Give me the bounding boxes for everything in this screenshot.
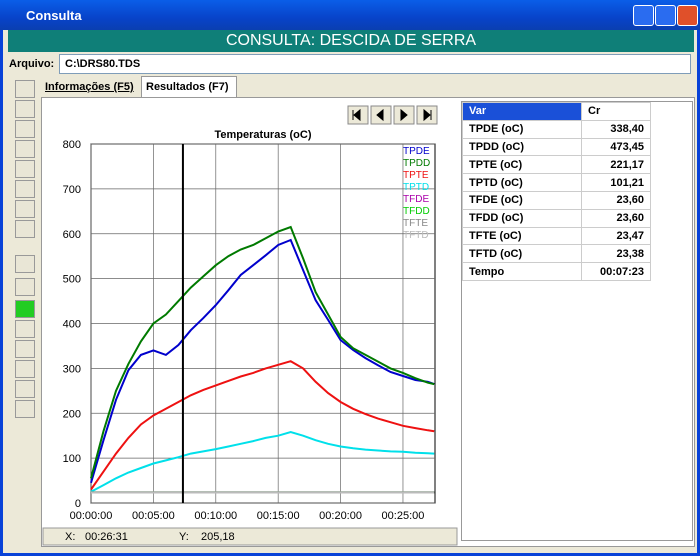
- tool-button[interactable]: [15, 200, 35, 218]
- x-tick-label: 00:15:00: [257, 510, 300, 522]
- table-row: TFDD (oC) 23,60: [462, 208, 651, 228]
- nav-icons: [352, 108, 432, 122]
- chart-title: Temperaturas (oC): [215, 129, 312, 141]
- tool-button[interactable]: [15, 120, 35, 138]
- tool-button[interactable]: [15, 380, 35, 398]
- table-cell: 23,60: [581, 190, 651, 210]
- close-button[interactable]: [677, 5, 698, 26]
- legend-entry: TFDD: [403, 206, 430, 217]
- minimize-button[interactable]: [633, 5, 654, 26]
- tool-button[interactable]: [15, 100, 35, 118]
- table-cell: 101,21: [581, 173, 651, 192]
- file-input[interactable]: C:\DRS80.TDS: [59, 54, 691, 74]
- table-row: TFDE (oC) 23,60: [462, 190, 651, 210]
- title-bar: Consulta: [0, 0, 700, 30]
- table-cell: TPTD (oC): [462, 173, 582, 192]
- table-row: Tempo 00:07:23: [462, 262, 651, 281]
- table-cell: TPDE (oC): [462, 119, 582, 139]
- table-row: TFTE (oC) 23,47: [462, 226, 651, 246]
- y-tick-label: 700: [63, 184, 81, 196]
- tool-button[interactable]: [15, 400, 35, 418]
- tool-button[interactable]: [15, 80, 35, 98]
- table-row: TFTD (oC) 23,38: [462, 244, 651, 264]
- x-tick-label: 00:10:00: [194, 510, 237, 522]
- y-tick-label: 800: [63, 139, 81, 151]
- table-cell: 473,45: [581, 137, 651, 157]
- series-line: [90, 431, 435, 493]
- table-row: TPDD (oC) 473,45: [462, 137, 651, 157]
- tool-button[interactable]: [15, 160, 35, 178]
- chart: Temperaturas (oC) X: 00:26:31 Y: 205,18 …: [42, 105, 458, 546]
- status-y-value: 205,18: [201, 531, 235, 543]
- y-tick-label: 100: [63, 453, 81, 465]
- y-tick-label: 400: [63, 319, 81, 331]
- table-cell: 00:07:23: [581, 262, 651, 281]
- y-tick-label: 200: [63, 408, 81, 420]
- y-tick-label: 500: [63, 274, 81, 286]
- table-cell: 23,47: [581, 226, 651, 246]
- series-line: [90, 225, 435, 479]
- legend-entry: TPTE: [403, 170, 429, 181]
- tool-button[interactable]: [15, 278, 35, 296]
- table-cell: 338,40: [581, 119, 651, 139]
- table-row: TPTD (oC) 101,21: [462, 173, 651, 192]
- tool-button[interactable]: [15, 340, 35, 358]
- table-cell: TFTE (oC): [462, 226, 582, 246]
- tool-button[interactable]: [15, 300, 35, 318]
- y-tick-label: 0: [75, 498, 81, 510]
- tab[interactable]: Informações (F5): [45, 81, 134, 93]
- table-cell: Tempo: [462, 262, 582, 281]
- legend-entry: TFDE: [403, 194, 429, 205]
- table-cell: 23,38: [581, 244, 651, 264]
- file-label: Arquivo:: [9, 58, 55, 70]
- tab-active[interactable]: Resultados (F7): [141, 76, 237, 97]
- x-tick-label: 00:00:00: [70, 510, 113, 522]
- table-panel: Var Cr TPDE (oC) 338,40 TPDD (oC) 473,45 TPTE …: [461, 101, 693, 541]
- legend-entry: TPDD: [403, 158, 430, 169]
- table-row: Var Cr: [462, 102, 651, 121]
- x-tick-label: 00:05:00: [132, 510, 175, 522]
- header-cell: Cr: [581, 102, 651, 121]
- table-cell: TFDE (oC): [462, 190, 582, 210]
- series-line: [90, 238, 435, 484]
- table-cell: 221,17: [581, 155, 651, 175]
- table-cell: TFTD (oC): [462, 244, 582, 264]
- table-cell: TPTE (oC): [462, 155, 582, 175]
- legend-entry: TPTD: [403, 182, 429, 193]
- x-tick-label: 00:20:00: [319, 510, 362, 522]
- banner: CONSULTA: DESCIDA DE SERRA: [8, 30, 694, 52]
- series-line: [90, 360, 435, 491]
- status-x-value: 00:26:31: [85, 531, 128, 543]
- tool-button[interactable]: [15, 255, 35, 273]
- window-title: Consulta: [26, 8, 82, 23]
- x-tick-label: 00:25:00: [382, 510, 425, 522]
- table-cell: 23,60: [581, 208, 651, 228]
- tool-button[interactable]: [15, 180, 35, 198]
- header-cell: Var: [462, 102, 582, 121]
- tool-button[interactable]: [15, 360, 35, 378]
- legend-entry: TPDE: [403, 146, 430, 157]
- status-x-label: X:: [65, 531, 75, 543]
- y-tick-label: 600: [63, 229, 81, 241]
- tool-button[interactable]: [15, 220, 35, 238]
- legend-entry: TFTD: [403, 230, 429, 241]
- data-table: Var Cr TPDE (oC) 338,40 TPDD (oC) 473,45 TPTE …: [462, 102, 651, 281]
- table-row: TPTE (oC) 221,17: [462, 155, 651, 175]
- table-row: TPDE (oC) 338,40: [462, 119, 651, 139]
- legend-entry: TFTE: [403, 218, 428, 229]
- maximize-button[interactable]: [655, 5, 676, 26]
- tool-button[interactable]: [15, 320, 35, 338]
- y-tick-label: 300: [63, 363, 81, 375]
- table-cell: TFDD (oC): [462, 208, 582, 228]
- table-cell: TPDD (oC): [462, 137, 582, 157]
- status-y-label: Y:: [179, 531, 189, 543]
- tool-button[interactable]: [15, 140, 35, 158]
- status-bar: [42, 527, 458, 546]
